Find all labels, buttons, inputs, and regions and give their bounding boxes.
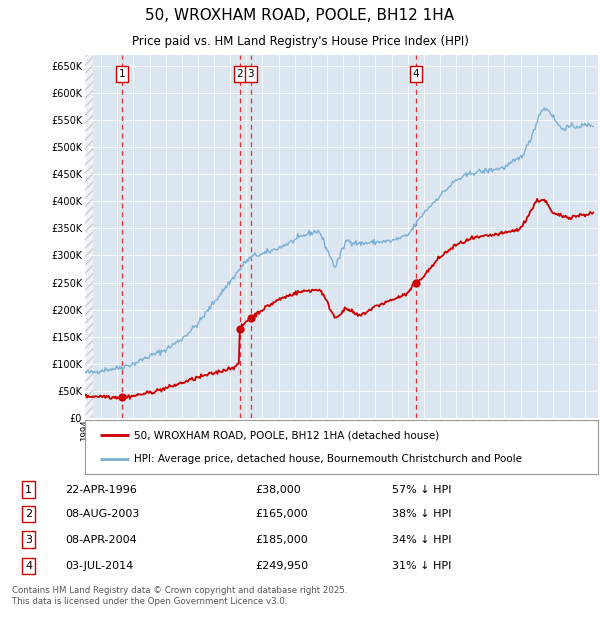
Text: 1: 1 [119, 69, 125, 79]
Text: 22-APR-1996: 22-APR-1996 [65, 485, 137, 495]
Text: 34% ↓ HPI: 34% ↓ HPI [392, 534, 452, 544]
Text: Contains HM Land Registry data © Crown copyright and database right 2025.
This d: Contains HM Land Registry data © Crown c… [12, 586, 347, 606]
Point [411, 278, 421, 288]
Point [118, 392, 127, 402]
Text: 08-AUG-2003: 08-AUG-2003 [65, 509, 140, 519]
Text: 1: 1 [25, 485, 32, 495]
Point [235, 324, 245, 334]
Text: 50, WROXHAM ROAD, POOLE, BH12 1HA: 50, WROXHAM ROAD, POOLE, BH12 1HA [145, 8, 455, 23]
Text: 2: 2 [236, 69, 243, 79]
Text: 3: 3 [247, 69, 254, 79]
Text: £185,000: £185,000 [256, 534, 308, 544]
Text: 3: 3 [25, 534, 32, 544]
Text: 50, WROXHAM ROAD, POOLE, BH12 1HA (detached house): 50, WROXHAM ROAD, POOLE, BH12 1HA (detac… [134, 430, 439, 440]
Text: HPI: Average price, detached house, Bournemouth Christchurch and Poole: HPI: Average price, detached house, Bour… [134, 454, 522, 464]
Text: £165,000: £165,000 [256, 509, 308, 519]
Text: Price paid vs. HM Land Registry's House Price Index (HPI): Price paid vs. HM Land Registry's House … [131, 35, 469, 48]
Text: 31% ↓ HPI: 31% ↓ HPI [392, 561, 451, 571]
Text: £38,000: £38,000 [256, 485, 301, 495]
Text: 57% ↓ HPI: 57% ↓ HPI [392, 485, 452, 495]
Text: £249,950: £249,950 [256, 561, 308, 571]
Text: 03-JUL-2014: 03-JUL-2014 [65, 561, 134, 571]
Text: 4: 4 [25, 561, 32, 571]
Text: 08-APR-2004: 08-APR-2004 [65, 534, 137, 544]
Point [246, 313, 256, 323]
Text: 2: 2 [25, 509, 32, 519]
Text: 38% ↓ HPI: 38% ↓ HPI [392, 509, 452, 519]
Text: 4: 4 [412, 69, 419, 79]
